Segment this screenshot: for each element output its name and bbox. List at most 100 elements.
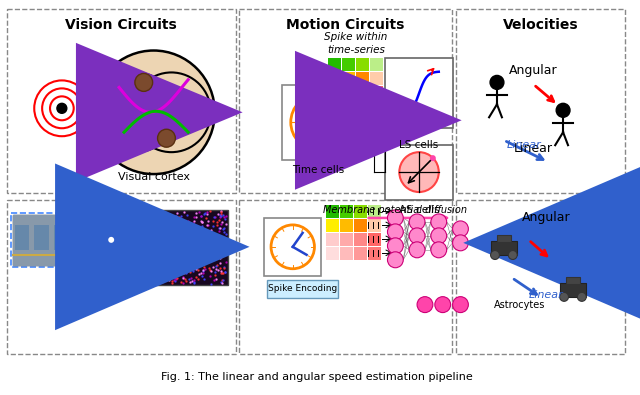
Bar: [356, 58, 369, 71]
Bar: [368, 219, 381, 232]
Bar: [141, 210, 228, 285]
Bar: [239, 9, 452, 193]
Bar: [282, 85, 356, 160]
Circle shape: [132, 72, 211, 152]
Bar: [370, 58, 383, 71]
Bar: [491, 241, 517, 255]
Text: Spike Encoding: Spike Encoding: [268, 284, 337, 293]
Circle shape: [431, 228, 447, 244]
Circle shape: [508, 250, 517, 260]
Text: Time cells: Time cells: [292, 165, 344, 175]
Circle shape: [135, 73, 153, 91]
Bar: [328, 87, 341, 100]
Text: Linear: Linear: [506, 140, 541, 150]
Bar: [385, 58, 452, 128]
Bar: [328, 72, 341, 85]
Bar: [354, 233, 367, 246]
Circle shape: [409, 242, 425, 258]
Bar: [370, 72, 383, 85]
Bar: [354, 205, 367, 218]
Bar: [11, 213, 76, 267]
Circle shape: [430, 155, 436, 161]
Bar: [35, 225, 49, 250]
Circle shape: [100, 229, 122, 251]
Circle shape: [97, 72, 175, 152]
Bar: [88, 225, 125, 255]
Text: Spike within: Spike within: [324, 32, 388, 41]
Bar: [6, 9, 236, 193]
Bar: [559, 282, 586, 297]
Circle shape: [157, 129, 175, 147]
Circle shape: [108, 237, 114, 243]
Bar: [95, 220, 111, 228]
Text: Visual cortex: Visual cortex: [118, 172, 189, 182]
Circle shape: [387, 252, 403, 268]
Bar: [328, 100, 341, 113]
Circle shape: [452, 235, 468, 251]
Circle shape: [409, 214, 425, 230]
Bar: [356, 72, 369, 85]
Circle shape: [57, 103, 67, 113]
Circle shape: [291, 94, 346, 150]
Circle shape: [271, 225, 314, 269]
Bar: [326, 247, 339, 260]
Bar: [328, 58, 341, 71]
Bar: [342, 100, 355, 113]
Circle shape: [104, 233, 118, 247]
Bar: [6, 200, 236, 354]
Text: Astrocytes: Astrocytes: [494, 300, 545, 310]
Bar: [340, 247, 353, 260]
Bar: [368, 205, 381, 218]
Circle shape: [92, 51, 215, 174]
Text: LS cells: LS cells: [399, 140, 438, 150]
Circle shape: [399, 152, 439, 192]
Bar: [326, 233, 339, 246]
Bar: [370, 87, 383, 100]
Bar: [15, 225, 29, 250]
Text: Linear: Linear: [514, 142, 553, 155]
Circle shape: [435, 297, 451, 312]
Bar: [340, 233, 353, 246]
Bar: [326, 219, 339, 232]
Circle shape: [490, 75, 504, 89]
Bar: [54, 225, 68, 250]
Text: Motion Circuits: Motion Circuits: [286, 18, 404, 32]
Bar: [354, 219, 367, 232]
Circle shape: [559, 292, 568, 301]
Bar: [342, 58, 355, 71]
Text: Vision Circuits: Vision Circuits: [65, 18, 177, 32]
Text: Velocities: Velocities: [502, 18, 578, 32]
Circle shape: [452, 297, 468, 312]
Text: time-series: time-series: [327, 45, 385, 55]
Bar: [342, 72, 355, 85]
Circle shape: [431, 242, 447, 258]
Circle shape: [452, 221, 468, 237]
Text: AS cells: AS cells: [399, 205, 439, 215]
Circle shape: [577, 292, 586, 301]
Circle shape: [556, 103, 570, 117]
Bar: [326, 205, 339, 218]
Circle shape: [387, 210, 403, 226]
Bar: [566, 277, 580, 284]
Bar: [239, 200, 452, 354]
Bar: [340, 205, 353, 218]
Circle shape: [417, 297, 433, 312]
Text: Angular: Angular: [509, 64, 558, 77]
Bar: [264, 218, 321, 276]
Bar: [370, 100, 383, 113]
Circle shape: [387, 238, 403, 254]
Circle shape: [491, 250, 499, 260]
Bar: [456, 200, 625, 354]
Text: Fig. 1: The linear and angular speed estimation pipeline: Fig. 1: The linear and angular speed est…: [161, 372, 472, 382]
Bar: [368, 233, 381, 246]
Bar: [13, 215, 74, 265]
Bar: [267, 280, 338, 298]
Circle shape: [431, 214, 447, 230]
Bar: [356, 100, 369, 113]
Circle shape: [387, 224, 403, 240]
Bar: [456, 9, 625, 193]
Circle shape: [409, 228, 425, 244]
Text: Membrane potential diffusion: Membrane potential diffusion: [323, 205, 467, 215]
Text: Linear: Linear: [529, 290, 564, 300]
Bar: [356, 87, 369, 100]
